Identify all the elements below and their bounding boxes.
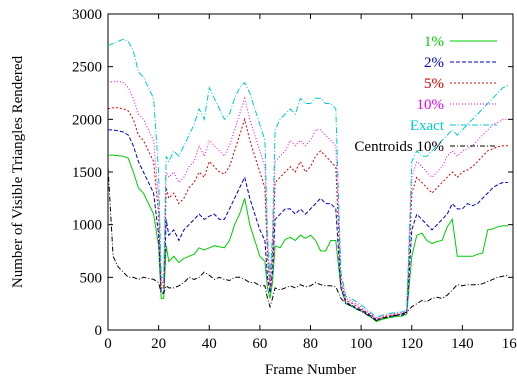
axis-ticks: 0 20 40 60 80 100 120 140 160 0 500 1000 1500 2000 250… — [72, 7, 517, 352]
legend-label-0: 1% — [424, 34, 444, 50]
series-line-5 — [107, 166, 509, 322]
series-line-1 — [108, 129, 508, 322]
x-axis-label: Frame Number — [265, 362, 356, 378]
series-line-4 — [107, 38, 509, 318]
series-line-2 — [107, 107, 508, 321]
y-tick-label: 2500 — [72, 60, 102, 76]
y-tick-label: 3000 — [72, 7, 102, 23]
legend-label-5: Centroids 10% — [354, 139, 444, 155]
y-tick-label: 1000 — [72, 218, 102, 234]
x-tick-label: 20 — [151, 336, 166, 352]
x-tick-label: 160 — [502, 336, 517, 352]
x-tick-label: 100 — [350, 336, 373, 352]
x-tick-label: 0 — [104, 336, 112, 352]
y-tick-label: 500 — [80, 270, 103, 286]
x-tick-label: 140 — [451, 336, 474, 352]
series-line-0 — [108, 154, 508, 323]
x-tick-label: 60 — [252, 336, 267, 352]
x-tick-label: 40 — [202, 336, 217, 352]
y-tick-label: 2000 — [72, 112, 102, 128]
x-tick-label: 80 — [303, 336, 318, 352]
series-lines — [107, 38, 509, 323]
legend-label-4: Exact — [410, 118, 445, 134]
legend: 1% 2% 5% 10% Exact Centroids 10% — [354, 34, 497, 155]
legend-label-3: 10% — [417, 97, 445, 113]
x-tick-label: 120 — [401, 336, 424, 352]
y-axis-label: Number of Visible Triangles Rendered — [10, 55, 26, 288]
y-tick-label: 1500 — [72, 165, 102, 181]
legend-label-2: 5% — [424, 76, 444, 92]
legend-label-1: 2% — [424, 55, 444, 71]
y-tick-label: 0 — [95, 323, 103, 339]
series-line-3 — [107, 80, 508, 319]
